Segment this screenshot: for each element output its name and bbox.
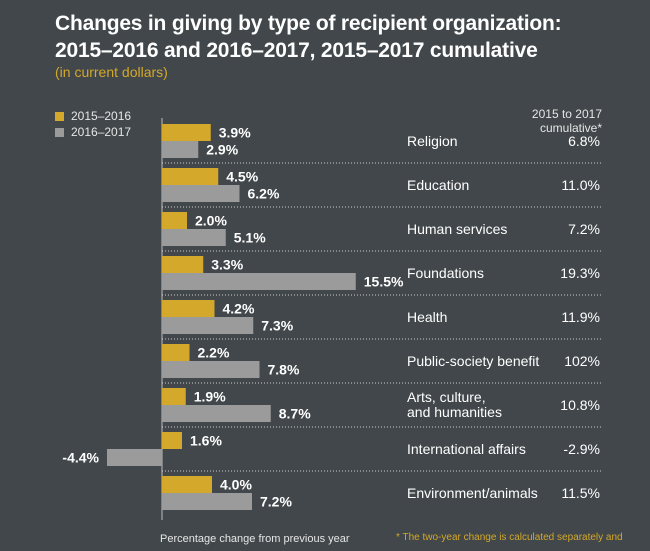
bar-foundations-series-1 xyxy=(162,256,204,273)
category-label-international-affairs: International affairs xyxy=(407,441,526,457)
bar-education-series-2 xyxy=(162,185,240,202)
data-label-international-affairs-series-1: 1.6% xyxy=(190,433,222,449)
bar-human-services-series-1 xyxy=(162,212,187,229)
bar-health-series-2 xyxy=(162,317,254,334)
footnote: * The two-year change is calculated sepa… xyxy=(396,532,623,543)
legend-item-2016-2017: 2016–2017 xyxy=(55,124,131,140)
category-label-arts-culture-and-humanities-line-2: and humanities xyxy=(407,404,502,420)
data-label-education-series-1: 4.5% xyxy=(226,169,258,185)
chart-title-line-1: Changes in giving by type of recipient o… xyxy=(55,12,562,35)
bar-religion-series-1 xyxy=(162,124,211,141)
data-label-religion-series-2: 2.9% xyxy=(206,142,238,158)
cumulative-value-education: 11.0% xyxy=(561,177,600,193)
bar-arts-culture-and-humanities-series-1 xyxy=(162,388,186,405)
category-label-religion: Religion xyxy=(407,133,458,149)
data-label-arts-culture-and-humanities-series-1: 1.9% xyxy=(194,389,226,405)
category-label-arts-culture-and-humanities-line-1: Arts, culture, xyxy=(407,389,486,405)
bar-religion-series-2 xyxy=(162,141,199,158)
legend: 2015–2016 2016–2017 xyxy=(55,108,131,140)
cumulative-value-international-affairs: -2.9% xyxy=(563,441,600,457)
chart-title: Changes in giving by type of recipient o… xyxy=(55,10,645,64)
category-label-public-society-benefit: Public-society benefit xyxy=(407,353,539,369)
bar-environment-animals-series-1 xyxy=(162,476,212,493)
category-label-health: Health xyxy=(407,309,447,325)
data-label-education-series-2: 6.2% xyxy=(248,186,280,202)
bar-public-society-benefit-series-2 xyxy=(162,361,260,378)
bar-arts-culture-and-humanities-series-2 xyxy=(162,405,271,422)
data-label-human-services-series-1: 2.0% xyxy=(195,213,227,229)
data-label-environment-animals-series-1: 4.0% xyxy=(220,477,252,493)
category-label-education: Education xyxy=(407,177,469,193)
legend-swatch-2016-2017 xyxy=(55,127,64,137)
data-label-foundations-series-1: 3.3% xyxy=(211,257,243,273)
data-label-environment-animals-series-2: 7.2% xyxy=(260,494,292,510)
data-label-public-society-benefit-series-2: 7.8% xyxy=(268,362,300,378)
bar-environment-animals-series-2 xyxy=(162,493,252,510)
bar-education-series-1 xyxy=(162,168,219,185)
data-label-human-services-series-2: 5.1% xyxy=(234,230,266,246)
data-label-international-affairs-series-2: -4.4% xyxy=(62,450,99,466)
chart-title-line-2: 2015–2016 and 2016–2017, 2015–2017 cumul… xyxy=(55,39,538,62)
legend-swatch-2015-2016 xyxy=(55,111,64,121)
cumulative-value-health: 11.9% xyxy=(561,309,600,325)
bar-international-affairs-series-2 xyxy=(107,449,162,466)
data-label-public-society-benefit-series-1: 2.2% xyxy=(198,345,230,361)
category-label-environment-animals: Environment/animals xyxy=(407,485,538,501)
bar-international-affairs-series-1 xyxy=(162,432,182,449)
legend-label-2015-2016: 2015–2016 xyxy=(71,109,132,123)
data-label-religion-series-1: 3.9% xyxy=(219,125,251,141)
data-label-health-series-1: 4.2% xyxy=(223,301,255,317)
data-label-health-series-2: 7.3% xyxy=(261,318,293,334)
bar-foundations-series-2 xyxy=(162,273,356,290)
category-label-foundations: Foundations xyxy=(407,265,484,281)
cumulative-value-public-society-benefit: 102% xyxy=(564,353,600,369)
legend-item-2015-2016: 2015–2016 xyxy=(55,108,131,124)
bar-human-services-series-2 xyxy=(162,229,226,246)
bar-health-series-1 xyxy=(162,300,215,317)
bar-public-society-benefit-series-1 xyxy=(162,344,190,361)
category-label-human-services: Human services xyxy=(407,221,507,237)
chart-subtitle: (in current dollars) xyxy=(55,64,168,80)
data-label-foundations-series-2: 15.5% xyxy=(364,274,404,290)
cumulative-value-human-services: 7.2% xyxy=(568,221,600,237)
data-label-arts-culture-and-humanities-series-2: 8.7% xyxy=(279,406,311,422)
legend-label-2016-2017: 2016–2017 xyxy=(71,125,132,139)
cumulative-value-foundations: 19.3% xyxy=(560,265,600,281)
cumulative-header: 2015 to 2017 cumulative* xyxy=(531,107,602,135)
cumulative-value-arts-culture-and-humanities: 10.8% xyxy=(560,397,600,413)
x-axis-label: Percentage change from previous year xyxy=(160,533,350,545)
cumulative-value-environment-animals: 11.5% xyxy=(561,485,600,501)
cumulative-value-religion: 6.8% xyxy=(568,133,600,149)
